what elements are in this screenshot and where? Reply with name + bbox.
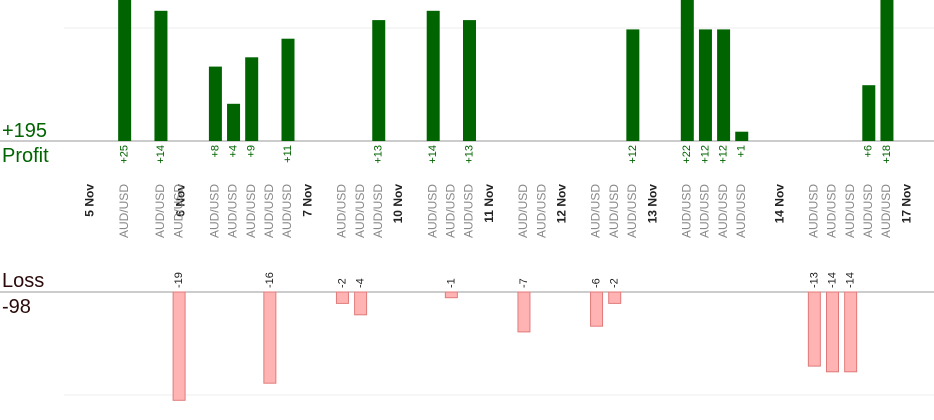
pair-label: AUD/USD: [516, 184, 530, 238]
pair-label: AUD/USD: [226, 184, 240, 238]
profit-bar: [862, 85, 876, 141]
loss-value-label: -4: [355, 278, 367, 288]
date-label: 12 Nov: [555, 184, 569, 224]
loss-value-label: -2: [609, 278, 621, 288]
profit-value-label: +4: [227, 145, 239, 158]
pair-label: AUD/USD: [117, 184, 131, 238]
pair-label: AUD/USD: [734, 184, 748, 238]
loss-value-label: -2: [336, 278, 348, 288]
pair-label: AUD/USD: [353, 184, 367, 238]
profit-bar: [208, 66, 222, 141]
profit-value-label: +9: [246, 145, 258, 158]
loss-bar: [844, 291, 858, 373]
pair-label: AUD/USD: [153, 184, 167, 238]
profit-bar: [245, 57, 259, 141]
loss-value-label: -7: [518, 278, 530, 288]
profit-bar: [281, 38, 295, 142]
pair-label: AUD/USD: [843, 184, 857, 238]
date-label: 11 Nov: [482, 184, 496, 223]
loss-value-label: -13: [808, 272, 820, 288]
loss-bar: [444, 291, 458, 299]
date-label: 14 Nov: [772, 184, 786, 224]
pair-label: AUD/USD: [625, 184, 639, 238]
profit-value-label: +12: [627, 145, 639, 164]
pair-label: AUD/USD: [280, 184, 294, 238]
profit-bar: [717, 29, 731, 141]
pair-label: AUD/USD: [244, 184, 258, 238]
profit-bar: [227, 103, 241, 141]
pair-label: AUD/USD: [716, 184, 730, 238]
loss-bar: [826, 291, 839, 373]
loss-bar: [590, 291, 604, 327]
profit-bar: [626, 29, 640, 141]
loss-value-label: -16: [264, 272, 276, 288]
pair-label: AUD/USD: [698, 184, 712, 238]
loss-bar: [335, 291, 349, 304]
profit-value-label: +13: [463, 145, 475, 164]
pair-label: AUD/USD: [807, 184, 821, 238]
profit-value-label: +25: [119, 145, 131, 164]
loss-bar: [807, 291, 821, 367]
profit-bar: [372, 20, 386, 142]
profit-value-label: +12: [699, 145, 711, 164]
date-label: 6 Nov: [173, 184, 187, 217]
profit-value-label: +18: [881, 145, 893, 164]
loss-label: Loss: [2, 270, 45, 292]
pair-label: AUD/USD: [534, 184, 548, 238]
pair-label: AUD/USD: [679, 184, 693, 238]
profit-value-label: +14: [427, 145, 439, 164]
pair-label: AUD/USD: [462, 184, 476, 238]
profit-label: Profit: [2, 145, 49, 167]
date-label: 7 Nov: [300, 184, 314, 217]
date-label: 17 Nov: [899, 184, 913, 224]
pair-label: AUD/USD: [879, 184, 893, 238]
loss-bar: [608, 291, 622, 304]
loss-bar: [354, 291, 368, 316]
profit-value-label: +6: [863, 145, 875, 158]
date-label: 10 Nov: [391, 184, 405, 224]
profit-value-label: +22: [681, 145, 693, 164]
loss-bar: [172, 291, 186, 401]
profit-bar: [735, 131, 749, 141]
pair-label: AUD/USD: [444, 184, 458, 238]
loss-bar: [263, 291, 277, 384]
profit-value-label: +13: [373, 145, 385, 164]
loss-bar: [517, 291, 531, 333]
profit-bar: [118, 0, 132, 141]
loss-value-label: -14: [845, 272, 857, 288]
pair-label: AUD/USD: [208, 184, 222, 238]
date-label: 5 Nov: [83, 184, 97, 217]
profit-bar: [680, 0, 694, 141]
loss-value-label: -1: [445, 278, 457, 288]
profit-bar: [463, 20, 476, 142]
loss-value-label: -14: [826, 272, 838, 288]
loss-value-label: -19: [173, 272, 185, 288]
profit-value-label: +1: [736, 145, 748, 158]
pair-label: AUD/USD: [861, 184, 875, 238]
profit-value-label: +14: [155, 145, 167, 164]
profit-value-label: +8: [209, 145, 221, 158]
pair-label: AUD/USD: [171, 184, 185, 238]
pair-label: AUD/USD: [262, 184, 276, 238]
profit-bar: [880, 0, 894, 141]
profit-bar: [426, 10, 440, 141]
date-label: 13 Nov: [645, 184, 659, 224]
pair-label: AUD/USD: [335, 184, 349, 238]
loss-value-label: -6: [590, 278, 602, 288]
profit-value-label: +11: [282, 145, 294, 163]
profit-value-label: +12: [718, 145, 730, 164]
pair-label: AUD/USD: [607, 184, 621, 238]
profit-total: +195: [2, 120, 48, 142]
pair-label: AUD/USD: [589, 184, 603, 238]
pair-label: AUD/USD: [825, 184, 839, 238]
profit-bar: [698, 29, 712, 141]
pair-label: AUD/USD: [425, 184, 439, 238]
pair-label: AUD/USD: [371, 184, 385, 238]
profit-bar: [154, 10, 168, 141]
loss-total: -98: [2, 296, 31, 318]
